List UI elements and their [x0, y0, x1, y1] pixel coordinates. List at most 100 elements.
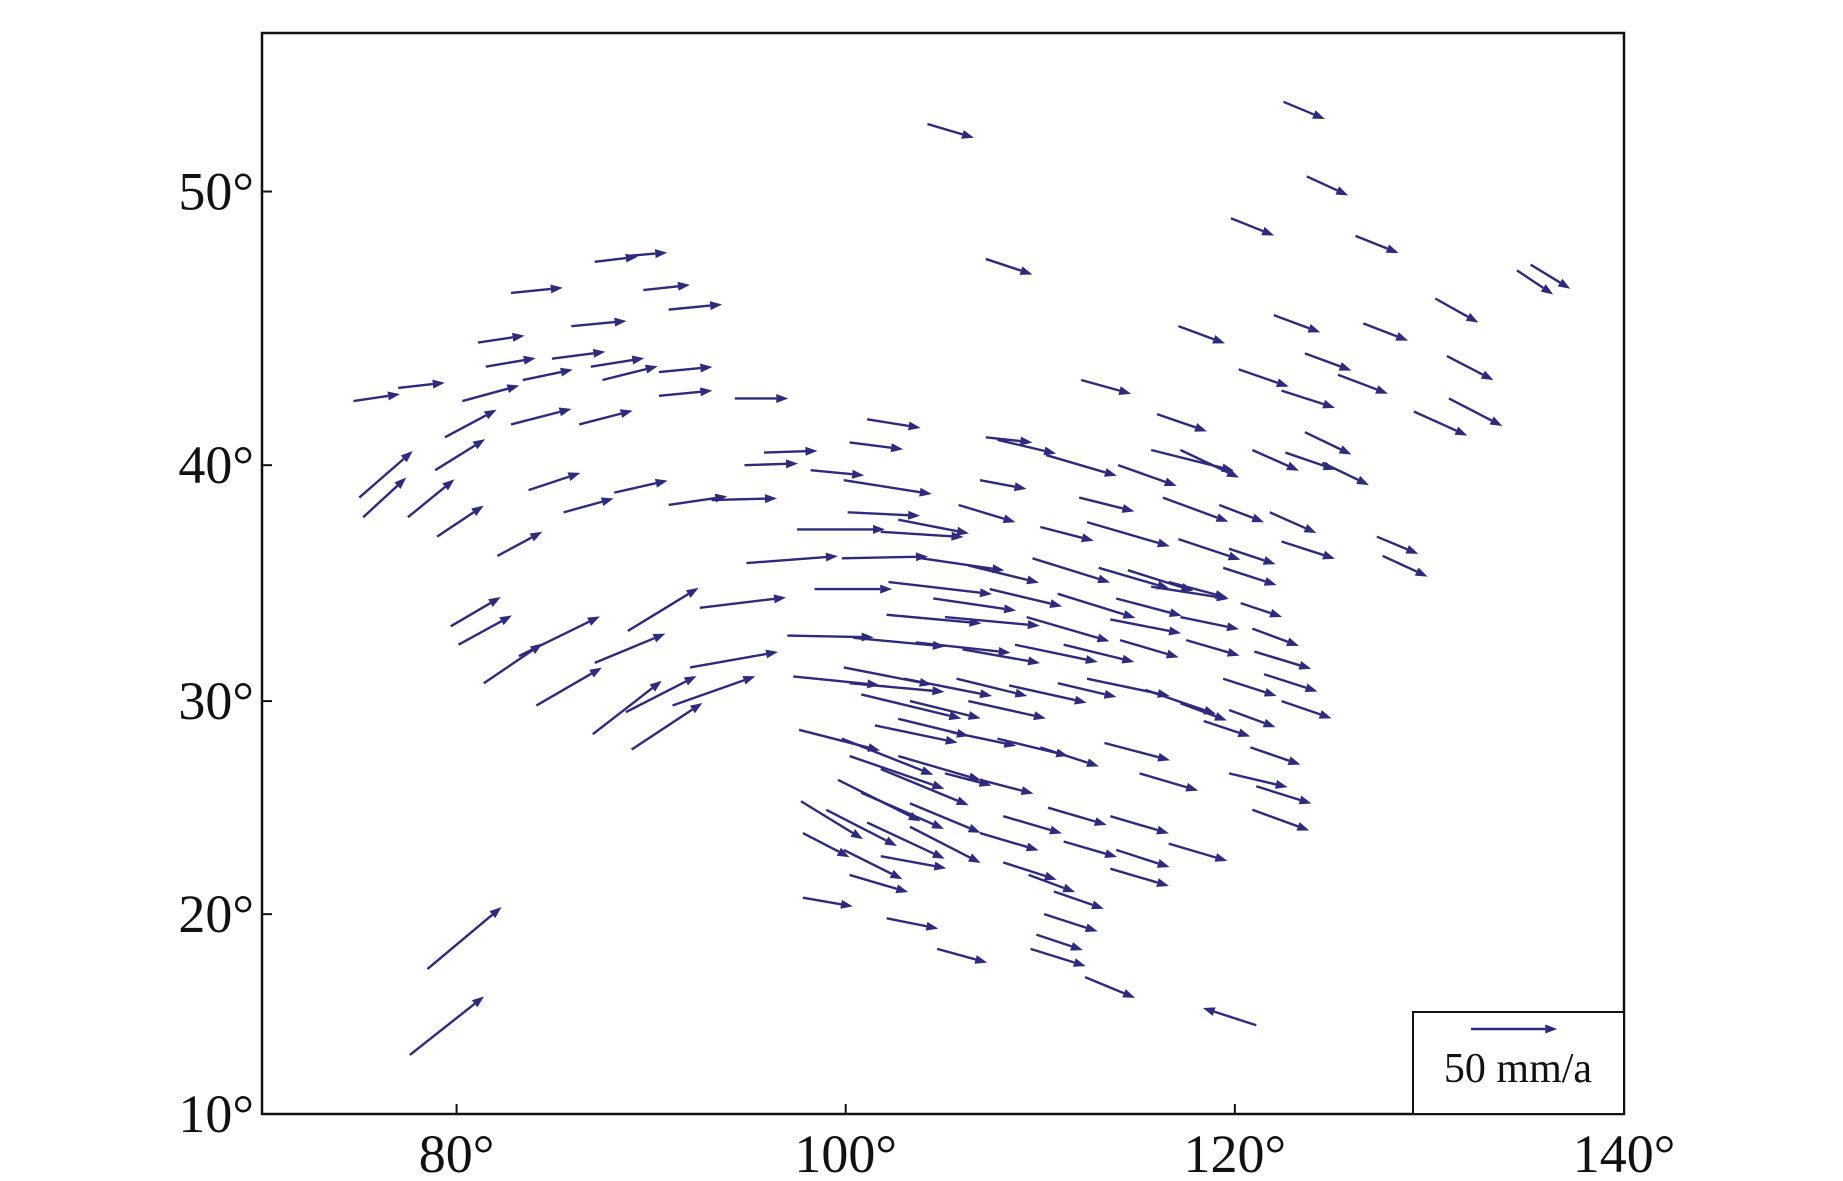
arrow-head [919, 487, 932, 497]
arrow-shaft [944, 772, 981, 784]
arrow-shaft [602, 367, 647, 382]
arrow-shaft [1115, 597, 1171, 614]
velocity-arrow [979, 831, 1039, 852]
velocity-arrow [1376, 535, 1419, 554]
velocity-arrow [1240, 602, 1283, 618]
arrow-head [1414, 567, 1428, 577]
arrow-head [619, 409, 633, 418]
arrow-shaft [711, 497, 766, 502]
x-tick-label: 80° [419, 1124, 495, 1181]
arrow-head [1322, 399, 1336, 409]
arrow-shaft [1251, 448, 1289, 467]
arrow-head [1103, 689, 1117, 699]
arrow-head [1049, 825, 1062, 835]
arrow-head [785, 459, 799, 469]
velocity-arrow [398, 379, 445, 390]
velocity-arrow [956, 677, 1028, 698]
velocity-arrow [477, 332, 525, 344]
arrow-head [600, 497, 614, 507]
velocity-arrow [1053, 890, 1104, 910]
arrow-shaft [551, 352, 594, 360]
arrow-head [1086, 758, 1099, 767]
arrow-head [1019, 436, 1033, 446]
arrow-shaft [874, 724, 947, 742]
arrow-shaft [1240, 602, 1272, 615]
velocity-arrow [1285, 451, 1336, 471]
velocity-arrow [528, 472, 581, 492]
arrow-shaft [496, 536, 533, 557]
arrow-head [931, 820, 945, 829]
velocity-arrow [880, 767, 969, 806]
velocity-arrow [1063, 643, 1135, 664]
velocity-arrow [594, 633, 666, 665]
velocity-arrow [849, 754, 945, 790]
arrow-head [773, 594, 787, 604]
arrow-shaft [860, 693, 950, 717]
arrow-shaft [903, 677, 981, 695]
arrow-head [884, 836, 897, 847]
velocity-arrow [1078, 496, 1135, 513]
arrow-shaft [880, 767, 959, 802]
velocity-arrow [1281, 389, 1336, 409]
velocity-arrow [915, 641, 1011, 656]
arrow-head [840, 899, 853, 909]
velocity-arrow [866, 418, 921, 431]
velocity-arrow [1306, 175, 1349, 196]
arrow-shaft [1179, 448, 1229, 474]
arrow-shaft [1014, 643, 1087, 661]
arrow-shaft [810, 469, 853, 476]
velocity-arrow [613, 478, 668, 494]
arrow-head [979, 588, 993, 598]
arrow-head [1027, 620, 1040, 630]
velocity-arrow [1202, 1007, 1257, 1027]
velocity-arrow [1251, 808, 1310, 831]
y-tick-label: 10° [178, 1084, 254, 1144]
velocity-arrow [841, 737, 934, 775]
arrow-shaft [1047, 806, 1096, 823]
arrow-head [387, 391, 401, 401]
arrow-head [654, 249, 668, 259]
velocity-arrow [672, 675, 756, 707]
arrow-shaft [968, 699, 1035, 717]
arrow-shaft [1045, 453, 1106, 474]
arrow-shaft [800, 800, 854, 834]
velocity-arrow [434, 439, 486, 472]
velocity-arrow [1283, 100, 1325, 120]
arrow-head [1070, 942, 1083, 951]
arrow-shaft [1251, 808, 1299, 828]
arrow-head [1157, 538, 1170, 548]
arrow-shaft [426, 913, 494, 971]
velocity-arrow [1362, 322, 1409, 341]
velocity-arrow [787, 632, 874, 642]
velocity-arrow [1228, 772, 1288, 789]
arrow-head [432, 379, 445, 389]
arrow-head [955, 796, 969, 806]
arrow-shaft [849, 682, 933, 692]
arrow-shaft [1109, 867, 1158, 884]
arrow-shaft [1109, 815, 1158, 832]
velocity-arrow [1203, 719, 1251, 738]
velocity-arrow [797, 524, 886, 534]
arrow-head [1157, 752, 1171, 762]
arrow-head [1019, 266, 1033, 275]
arrow-head [1084, 923, 1098, 933]
arrow-shaft [1032, 557, 1100, 581]
arrow-head [1275, 378, 1289, 387]
arrow-head [1033, 711, 1046, 721]
arrow-head [1237, 728, 1251, 738]
arrow-shaft [897, 717, 958, 735]
arrow-shaft [897, 754, 970, 778]
arrow-shaft [625, 252, 656, 258]
velocity-arrow [699, 594, 787, 610]
velocity-arrow [866, 821, 945, 859]
velocity-arrow [968, 699, 1046, 721]
arrow-head [592, 348, 606, 358]
velocity-arrow [886, 917, 939, 931]
arrow-shaft [522, 370, 562, 382]
arrow-head [560, 367, 573, 377]
arrow-head [836, 847, 850, 858]
arrow-shaft [1376, 535, 1408, 551]
arrow-shaft [744, 462, 787, 467]
arrow-head [400, 451, 413, 463]
